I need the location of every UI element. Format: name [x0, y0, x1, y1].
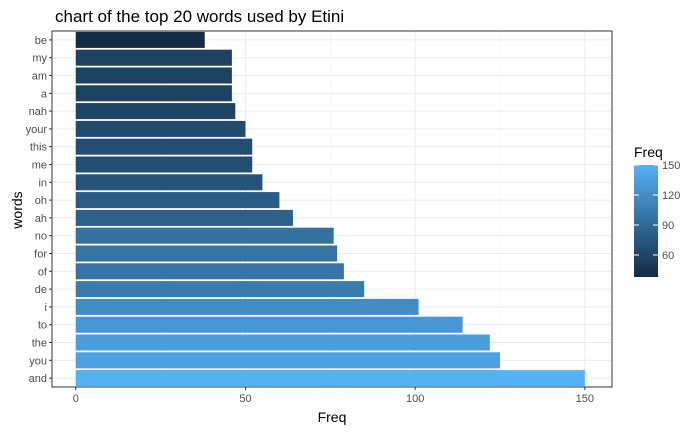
y-tick-label-in: in [38, 177, 47, 189]
bar-my [75, 49, 232, 66]
y-tick-label-no: no [35, 231, 47, 243]
bar-you [75, 352, 501, 369]
bar-oh [75, 192, 280, 209]
bar-am [75, 67, 232, 84]
y-tick-label-be: be [35, 35, 47, 47]
color-legend: Freq 60 90 120 150 [634, 144, 680, 277]
bar-the [75, 334, 490, 351]
plot-border [51, 30, 613, 388]
bar-no [75, 227, 334, 244]
y-tick-label-the: the [32, 338, 47, 350]
x-tick-label: 50 [239, 393, 251, 405]
plot-panel [52, 31, 612, 387]
legend-tick-label: 120 [662, 190, 680, 202]
bar-be [75, 31, 205, 48]
y-axis-title: words [9, 191, 25, 229]
y-tick-label-nah: nah [29, 106, 47, 118]
x-tick-label: 0 [73, 393, 79, 405]
y-tick-label-and: and [29, 373, 47, 385]
y-tick-label-i: i [45, 302, 47, 314]
bar-in [75, 174, 263, 191]
y-tick-label-am: am [32, 71, 47, 83]
legend-title: Freq [634, 144, 663, 160]
bar-nah [75, 103, 236, 120]
y-tick-label-oh: oh [35, 195, 47, 207]
y-tick-label-your: your [26, 124, 48, 136]
x-axis-title: Freq [318, 409, 347, 425]
bar-and [75, 370, 585, 387]
legend-colorbar [634, 165, 658, 277]
y-tick-label-me: me [32, 160, 47, 172]
bar-ah [75, 209, 293, 226]
bar-a [75, 85, 232, 102]
bar-of [75, 263, 344, 280]
x-tick-label: 100 [406, 393, 424, 405]
legend-tick-label: 150 [662, 160, 680, 172]
legend-tick-label: 60 [662, 250, 674, 262]
y-tick-label-you: you [29, 355, 47, 367]
y-tick-label-this: this [30, 142, 48, 154]
y-tick-label-of: of [38, 266, 48, 278]
bar-de [75, 281, 365, 298]
bar-this [75, 138, 253, 155]
chart-title: chart of the top 20 words used by Etini [55, 7, 345, 26]
bar-i [75, 298, 419, 315]
y-tick-label-a: a [41, 88, 48, 100]
bar-for [75, 245, 338, 262]
y-tick-label-ah: ah [35, 213, 47, 225]
bar-me [75, 156, 253, 173]
bar-your [75, 120, 246, 137]
y-tick-label-for: for [34, 249, 47, 261]
y-tick-label-to: to [38, 320, 47, 332]
y-tick-label-de: de [35, 284, 47, 296]
y-tick-label-my: my [32, 53, 47, 65]
x-tick-label: 150 [576, 393, 594, 405]
legend-tick-label: 90 [662, 220, 674, 232]
bar-to [75, 316, 463, 333]
